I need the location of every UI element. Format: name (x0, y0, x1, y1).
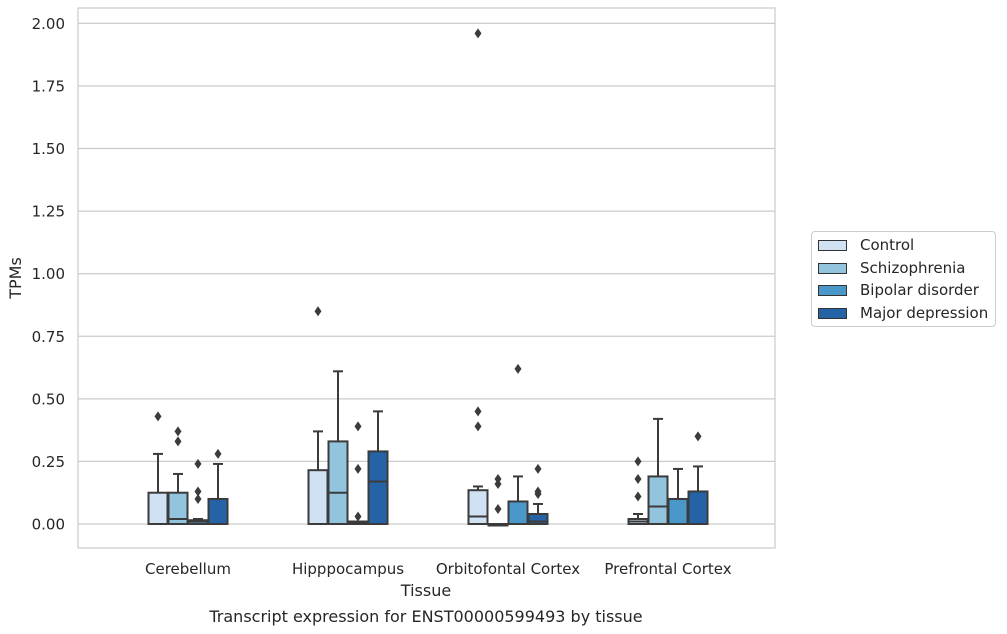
box-iqr (467, 489, 489, 526)
x-tick-label: Hipppocampus (292, 560, 404, 578)
legend-label: Bipolar disorder (860, 281, 979, 299)
outlier-point (354, 421, 362, 432)
box-iqr (147, 491, 169, 525)
outlier-point (354, 511, 362, 522)
outlier-point (534, 463, 542, 474)
outlier-point (194, 486, 202, 497)
y-tick-label: 1.50 (32, 140, 65, 158)
box-major-depression (527, 463, 549, 525)
outlier-point (194, 458, 202, 469)
box-schizophrenia (647, 417, 669, 525)
box-iqr (507, 500, 529, 525)
legend-swatch-control (818, 239, 847, 251)
box-bipolar-disorder (347, 421, 369, 526)
box-schizophrenia (167, 426, 189, 525)
legend-item-bipolar-disorder: Bipolar disorder (818, 280, 979, 300)
box-bipolar-disorder (507, 363, 529, 525)
x-axis-label: Tissue (400, 581, 451, 600)
outlier-point (194, 493, 202, 504)
outlier-point (634, 491, 642, 502)
box-iqr (647, 475, 669, 525)
outlier-point (494, 478, 502, 489)
outlier-point (494, 473, 502, 484)
outlier-point (694, 431, 702, 442)
legend-label: Control (860, 236, 915, 254)
y-tick-label: 0.25 (32, 453, 65, 471)
outlier-point (634, 473, 642, 484)
outlier-point (474, 28, 482, 39)
gridlines (78, 22, 775, 525)
box-major-depression (687, 431, 709, 525)
legend-label: Major depression (860, 304, 989, 322)
x-tick-label: Orbitofontal Cortex (436, 560, 580, 578)
outlier-point (354, 463, 362, 474)
box-control (467, 28, 489, 526)
outlier-point (514, 363, 522, 374)
x-tick-label: Cerebellum (145, 560, 231, 578)
box-iqr (167, 491, 189, 525)
y-tick-label: 0.50 (32, 390, 65, 408)
x-tick-label: Prefrontal Cortex (604, 560, 731, 578)
boxes (147, 28, 709, 527)
box-bipolar-disorder (667, 467, 689, 526)
x-tick-labels: Cerebellum Hipppocampus Orbitofontal Corte… (145, 560, 732, 578)
outlier-point (534, 486, 542, 497)
legend-label: Schizophrenia (860, 259, 966, 277)
outlier-point (494, 503, 502, 514)
outlier-point (474, 421, 482, 432)
box-major-depression (207, 448, 229, 526)
legend-item-major-depression: Major depression (818, 303, 988, 323)
box-iqr (667, 497, 689, 526)
box-iqr (367, 450, 389, 525)
y-tick-label: 1.00 (32, 265, 65, 283)
outlier-point (174, 426, 182, 437)
box-iqr (307, 469, 329, 525)
y-tick-label: 1.75 (32, 77, 65, 95)
outlier-point (174, 436, 182, 447)
outlier-point (154, 411, 162, 422)
box-iqr (527, 512, 549, 525)
y-tick-labels: 0.00 0.25 0.50 0.75 1.00 1.25 1.50 1.75 2.00 (32, 15, 65, 534)
outlier-point (634, 456, 642, 467)
box-major-depression (367, 410, 389, 525)
box-bipolar-disorder (187, 458, 209, 525)
plot-frame (77, 7, 776, 549)
box-iqr (327, 440, 349, 525)
outlier-point (214, 448, 222, 459)
y-tick-label: 2.00 (32, 15, 65, 33)
y-tick-label: 0.00 (32, 516, 65, 534)
legend-swatch-major-depression (818, 307, 847, 319)
y-tick-label: 0.75 (32, 328, 65, 346)
outlier-point (314, 306, 322, 317)
box-control (307, 306, 329, 525)
legend: Control Schizophrenia Bipolar disorder M… (811, 231, 996, 327)
legend-swatch-bipolar-disorder (818, 284, 847, 296)
legend-item-schizophrenia: Schizophrenia (818, 258, 965, 278)
legend-swatch-schizophrenia (818, 262, 847, 274)
box-schizophrenia (327, 370, 349, 525)
box-control (627, 456, 649, 526)
box-schizophrenia (487, 473, 509, 527)
y-tick-label: 1.25 (32, 203, 65, 221)
y-axis-label: TPMs (6, 257, 25, 300)
box-iqr (687, 490, 709, 525)
chart-caption: Transcript expression for ENST0000059949… (208, 607, 642, 626)
box-iqr (207, 497, 229, 526)
box-control (147, 411, 169, 525)
legend-item-control: Control (818, 235, 914, 255)
outlier-point (474, 406, 482, 417)
